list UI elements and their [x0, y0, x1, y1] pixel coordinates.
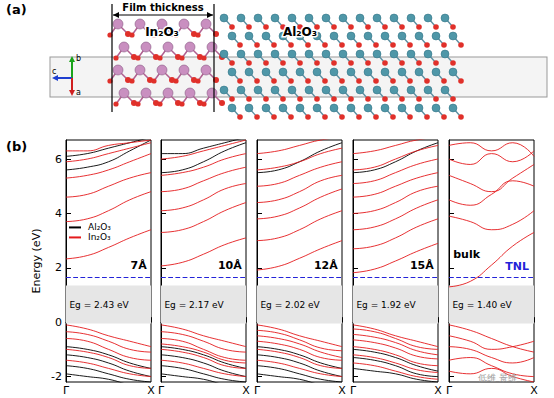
- svg-text:2: 2: [55, 261, 62, 274]
- svg-text:Film thickness: Film thickness: [122, 2, 203, 13]
- svg-text:b: b: [76, 54, 81, 63]
- svg-text:Γ: Γ: [446, 384, 453, 397]
- svg-text:Eg = 1.92 eV: Eg = 1.92 eV: [356, 300, 416, 310]
- svg-text:Γ: Γ: [158, 384, 165, 397]
- svg-text:X: X: [147, 384, 155, 397]
- svg-text:In₂O₃: In₂O₃: [88, 232, 111, 242]
- html-text:低维 景维: 低维 景维: [478, 373, 517, 383]
- svg-text:a: a: [76, 88, 81, 97]
- svg-text:Eg = 2.17 eV: Eg = 2.17 eV: [164, 300, 224, 310]
- svg-text:Γ: Γ: [254, 384, 261, 397]
- svg-text:(b): (b): [6, 139, 27, 154]
- svg-text:7Å: 7Å: [131, 259, 148, 272]
- svg-text:bulk: bulk: [453, 248, 480, 261]
- svg-text:TNL: TNL: [505, 260, 529, 273]
- svg-text:Eg = 2.43 eV: Eg = 2.43 eV: [69, 300, 129, 310]
- svg-text:X: X: [434, 384, 442, 397]
- svg-text:6: 6: [55, 153, 62, 166]
- svg-text:15Å: 15Å: [410, 259, 434, 272]
- svg-text:Eg = 2.02 eV: Eg = 2.02 eV: [260, 300, 320, 310]
- svg-text:X: X: [530, 384, 538, 397]
- svg-text:Al₂O₃: Al₂O₃: [88, 222, 111, 232]
- svg-text:(a): (a): [6, 2, 27, 17]
- svg-text:X: X: [242, 384, 250, 397]
- svg-text:Eg = 1.40 eV: Eg = 1.40 eV: [452, 300, 512, 310]
- svg-text:12Å: 12Å: [314, 259, 338, 272]
- svg-text:-2: -2: [51, 370, 62, 383]
- svg-text:0: 0: [55, 316, 62, 329]
- svg-text:In₂O₃: In₂O₃: [145, 25, 179, 39]
- svg-text:c: c: [52, 67, 56, 76]
- svg-text:Al₂O₃: Al₂O₃: [283, 25, 317, 39]
- svg-text:X: X: [338, 384, 346, 397]
- svg-text:Γ: Γ: [350, 384, 357, 397]
- svg-text:10Å: 10Å: [218, 259, 242, 272]
- svg-text:Energy (eV): Energy (eV): [30, 229, 43, 294]
- svg-text:Γ: Γ: [63, 384, 70, 397]
- svg-text:4: 4: [55, 207, 62, 220]
